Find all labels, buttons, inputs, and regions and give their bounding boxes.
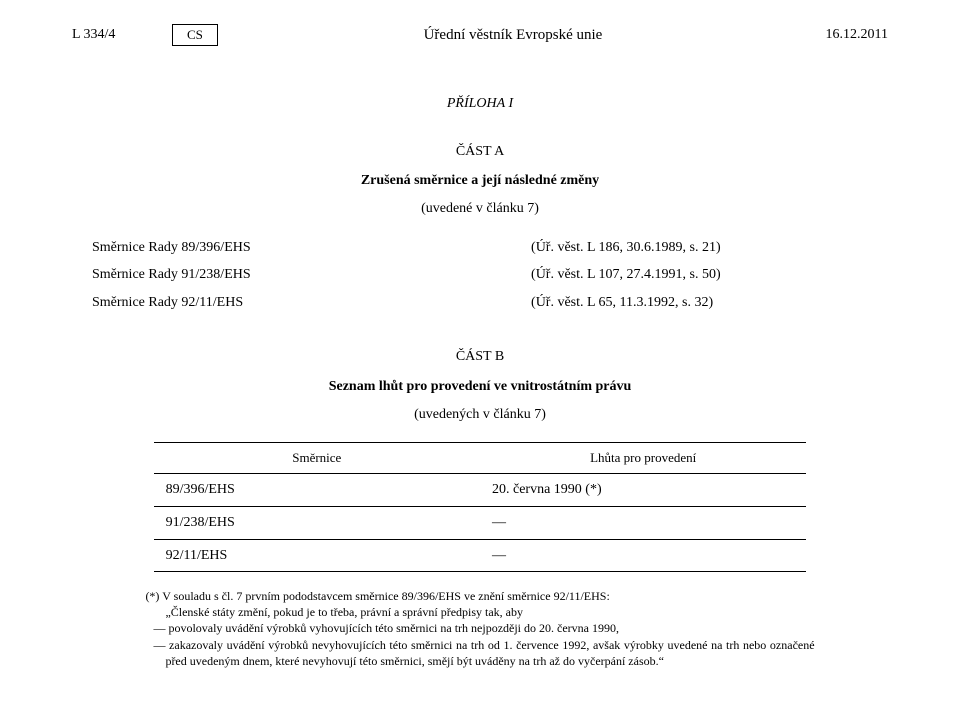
- directive-row: Směrnice Rady 92/11/EHS (Úř. věst. L 65,…: [92, 290, 822, 316]
- footnote-quote-open: „Členské státy změní, pokud je to třeba,…: [145, 604, 814, 620]
- part-a-ref: (uvedené v článku 7): [72, 199, 888, 219]
- annex-title: PŘÍLOHA I: [72, 94, 888, 114]
- directive-name: Směrnice Rady 92/11/EHS: [92, 290, 529, 316]
- col-directive: Směrnice: [154, 443, 480, 474]
- table-row: 92/11/EHS —: [154, 539, 807, 572]
- part-b-label: ČÁST B: [72, 347, 888, 367]
- footnote-lead: (*) V souladu s čl. 7 prvním pododstavce…: [145, 588, 814, 604]
- cell-deadline: —: [480, 539, 806, 572]
- table-row: 89/396/EHS 20. června 1990 (*): [154, 474, 807, 507]
- language-code: CS: [172, 24, 218, 46]
- table-row: 91/238/EHS —: [154, 506, 807, 539]
- directives-table: Směrnice Rady 89/396/EHS (Úř. věst. L 18…: [90, 233, 824, 318]
- cell-directive: 91/238/EHS: [154, 506, 480, 539]
- directive-name: Směrnice Rady 91/238/EHS: [92, 262, 529, 288]
- directive-ref: (Úř. věst. L 186, 30.6.1989, s. 21): [531, 235, 822, 261]
- part-a-label: ČÁST A: [72, 142, 888, 162]
- page-header: L 334/4 CS Úřední věstník Evropské unie …: [72, 24, 888, 46]
- journal-title: Úřední věstník Evropské unie: [258, 25, 768, 46]
- directive-row: Směrnice Rady 89/396/EHS (Úř. věst. L 18…: [92, 235, 822, 261]
- directive-row: Směrnice Rady 91/238/EHS (Úř. věst. L 10…: [92, 262, 822, 288]
- footnote-bullet: — zakazovaly uvádění výrobků nevyhovujíc…: [145, 637, 814, 669]
- date-right: 16.12.2011: [768, 25, 888, 45]
- directive-name: Směrnice Rady 89/396/EHS: [92, 235, 529, 261]
- cell-directive: 89/396/EHS: [154, 474, 480, 507]
- page-number-left: L 334/4: [72, 25, 172, 45]
- cell-deadline: —: [480, 506, 806, 539]
- cell-directive: 92/11/EHS: [154, 539, 480, 572]
- directive-ref: (Úř. věst. L 107, 27.4.1991, s. 50): [531, 262, 822, 288]
- col-deadline: Lhůta pro provedení: [480, 443, 806, 474]
- directive-ref: (Úř. věst. L 65, 11.3.1992, s. 32): [531, 290, 822, 316]
- footnote: (*) V souladu s čl. 7 prvním pododstavce…: [145, 588, 814, 669]
- table-header-row: Směrnice Lhůta pro provedení: [154, 443, 807, 474]
- footnote-bullet: — povolovaly uvádění výrobků vyhovujícíc…: [145, 620, 814, 636]
- deadlines-table: Směrnice Lhůta pro provedení 89/396/EHS …: [154, 442, 807, 572]
- part-a-heading: Zrušená směrnice a její následné změny: [72, 171, 888, 191]
- part-b-ref: (uvedených v článku 7): [72, 405, 888, 425]
- cell-deadline: 20. června 1990 (*): [480, 474, 806, 507]
- part-b-heading: Seznam lhůt pro provedení ve vnitrostátn…: [72, 377, 888, 397]
